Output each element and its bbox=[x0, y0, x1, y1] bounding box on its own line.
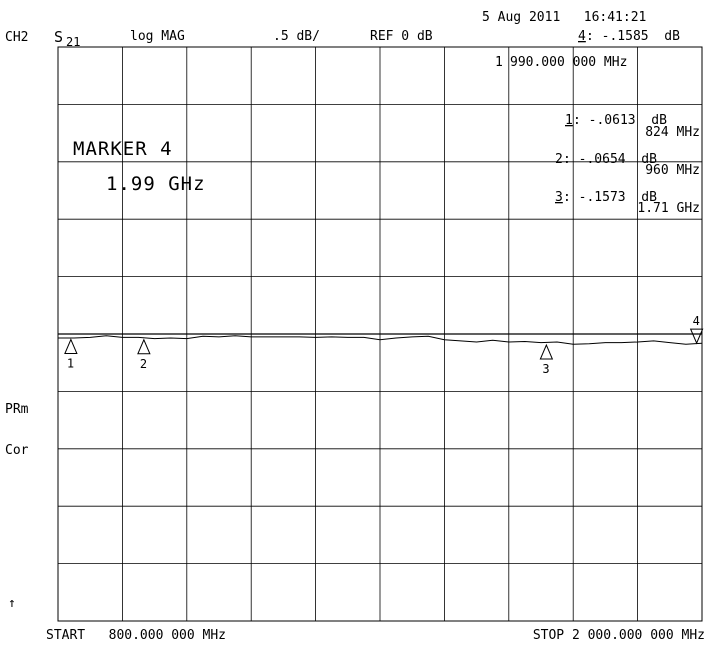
channel-label: CH2 bbox=[5, 30, 28, 45]
readout-1-number: 1 bbox=[565, 113, 573, 128]
markers: 1 2 3 4 bbox=[64, 314, 704, 376]
marker-3-label: 3 bbox=[542, 362, 549, 376]
active-marker-freq-number: 1 bbox=[495, 55, 503, 70]
param-s: S bbox=[54, 28, 63, 46]
marker-2-triangle bbox=[137, 338, 151, 355]
marker-box-title: MARKER 4 bbox=[73, 138, 173, 160]
format-label: log MAG bbox=[130, 29, 185, 44]
param-sub: 21 bbox=[66, 35, 80, 49]
marker-4-triangle bbox=[689, 328, 704, 345]
marker-1-label: 1 bbox=[67, 357, 74, 371]
readout-2-number: 2 bbox=[555, 152, 563, 167]
trace-line bbox=[58, 335, 703, 345]
marker-4-label: 4 bbox=[693, 314, 700, 328]
marker-3: 3 bbox=[539, 343, 554, 376]
readout-3-number: 3 bbox=[555, 190, 563, 205]
readout-3-db: : -.1573 dB bbox=[563, 190, 657, 205]
stop-frequency: STOP 2 000.000 000 MHz bbox=[533, 628, 705, 643]
reference-label: REF 0 dB bbox=[370, 29, 433, 44]
marker-2: 2 bbox=[137, 338, 151, 371]
readout-1-db: : -.0613 dB bbox=[573, 113, 667, 128]
marker-readout-1: 1 : -.0613 dB 824 MHz bbox=[565, 113, 700, 140]
active-marker-value: : -.1585 dB bbox=[586, 29, 680, 44]
date-time: 5 Aug 2011 16:41:21 bbox=[482, 10, 646, 25]
marker-readout-3: 3 : -.1573 dB 1.71 GHz bbox=[555, 190, 700, 216]
marker-1-triangle bbox=[64, 338, 78, 355]
marker-1: 1 bbox=[64, 338, 78, 371]
readout-2-freq: 960 MHz bbox=[645, 163, 700, 178]
marker-readout-2: 2 : -.0654 dB 960 MHz bbox=[555, 152, 700, 178]
readout-2-db: : -.0654 dB bbox=[563, 152, 657, 167]
marker-2-label: 2 bbox=[140, 357, 147, 371]
cor-label: Cor bbox=[5, 443, 29, 458]
readout-1-freq: 824 MHz bbox=[645, 125, 700, 140]
active-marker-number: 4 bbox=[578, 29, 586, 44]
start-frequency: START 800.000 000 MHz bbox=[46, 628, 226, 643]
prm-label: PRm bbox=[5, 402, 29, 417]
scale-label: .5 dB/ bbox=[273, 29, 320, 44]
readout-3-freq: 1.71 GHz bbox=[637, 201, 700, 216]
marker-3-triangle bbox=[539, 343, 554, 360]
marker-4: 4 bbox=[689, 314, 704, 345]
active-marker-freq-value: 990.000 000 MHz bbox=[510, 55, 627, 70]
marker-box-value: 1.99 GHz bbox=[106, 173, 206, 195]
up-arrow-icon: ↑ bbox=[8, 596, 16, 611]
